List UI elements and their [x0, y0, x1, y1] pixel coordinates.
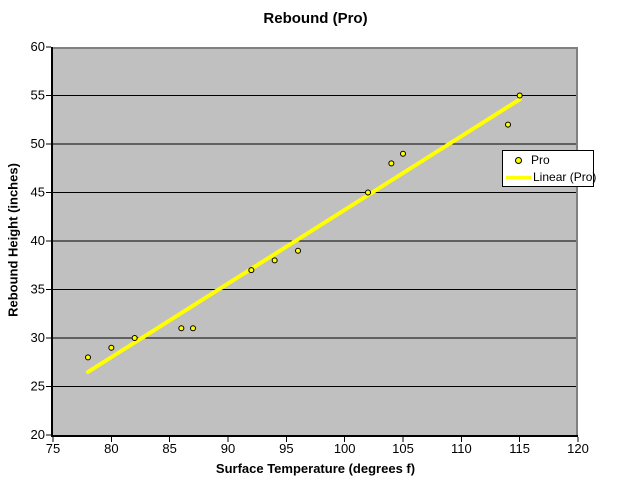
y-tick-label: 45	[31, 185, 45, 200]
y-tick-label: 55	[31, 88, 45, 103]
legend-item-pro: Pro	[503, 152, 593, 168]
x-tick-label: 75	[46, 441, 60, 456]
legend-label-linear: Linear (Pro)	[533, 170, 597, 184]
x-tick-label: 120	[567, 441, 589, 456]
x-tick-label: 115	[509, 441, 530, 456]
data-point	[271, 257, 278, 264]
y-tick-label: 50	[31, 136, 45, 151]
y-tick-label: 20	[31, 427, 45, 442]
trendline	[86, 97, 522, 374]
data-point	[295, 247, 301, 254]
y-tick-label: 30	[31, 330, 45, 345]
data-point	[85, 354, 91, 361]
legend-item-linear: Linear (Pro)	[503, 169, 597, 185]
data-point	[400, 150, 406, 157]
x-tick-label: 90	[221, 441, 235, 456]
data-point	[505, 121, 511, 128]
data-point	[131, 335, 138, 341]
data-point	[190, 325, 196, 332]
y-tick-label: 60	[31, 39, 45, 54]
data-point	[388, 160, 395, 167]
x-tick-label: 110	[451, 441, 472, 456]
chart-title: Rebound (Pro)	[263, 10, 368, 27]
y-tick-label: 25	[31, 379, 45, 394]
pro-marker-icon	[515, 156, 522, 164]
legend: Pro Linear (Pro)	[502, 150, 597, 187]
data-point	[108, 344, 115, 351]
legend-label-pro: Pro	[531, 153, 550, 167]
y-tick-label: 35	[31, 282, 45, 297]
data-point	[248, 267, 255, 274]
y-axis-title: Rebound Height (inches)	[5, 163, 21, 317]
linear-line-icon	[506, 175, 531, 179]
y-tick-label: 40	[31, 233, 45, 248]
x-tick-label: 100	[334, 441, 356, 456]
data-point	[516, 92, 523, 99]
x-tick-label: 95	[279, 441, 293, 456]
x-tick-label: 80	[104, 441, 118, 456]
x-tick-label: 105	[392, 441, 414, 456]
data-point	[365, 189, 371, 196]
data-point	[178, 325, 185, 332]
x-tick-label: 85	[162, 441, 176, 456]
x-axis-title: Surface Temperature (degrees f)	[215, 461, 416, 476]
